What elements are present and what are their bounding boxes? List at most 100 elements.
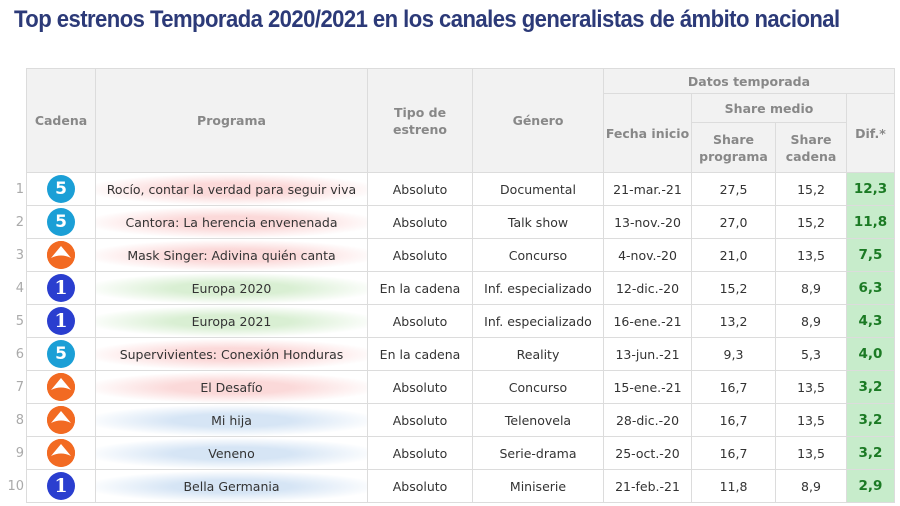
share-cadena-cell: 5,3: [775, 337, 847, 371]
genero-cell: Concurso: [472, 238, 604, 272]
dif-cell: 3,2: [846, 370, 895, 404]
row-number: 5: [0, 304, 27, 338]
fecha-cell: 15-ene.-21: [603, 370, 692, 404]
share-cadena-cell: 13,5: [775, 238, 847, 272]
fecha-cell: 4-nov.-20: [603, 238, 692, 272]
share-cadena-cell: 15,2: [775, 172, 847, 206]
genero-cell: Telenovela: [472, 403, 604, 437]
programa-cell: Cantora: La herencia envenenada: [95, 205, 368, 239]
header-dif: Dif.*: [846, 93, 895, 173]
genero-cell: Talk show: [472, 205, 604, 239]
cadena-cell: 1: [26, 271, 96, 305]
table-row: 1 5 Rocío, contar la verdad para seguir …: [0, 172, 895, 206]
dif-cell: 11,8: [846, 205, 895, 239]
share-cadena-cell: 13,5: [775, 436, 847, 470]
header-programa: Programa: [95, 68, 368, 173]
la1-logo-icon: 1: [47, 274, 75, 302]
share-cadena-cell: 8,9: [775, 271, 847, 305]
tipo-cell: Absoluto: [367, 436, 473, 470]
fecha-cell: 21-feb.-21: [603, 469, 692, 503]
programa-cell: El Desafío: [95, 370, 368, 404]
tipo-cell: En la cadena: [367, 271, 473, 305]
programa-cell: Rocío, contar la verdad para seguir viva: [95, 172, 368, 206]
genero-cell: Concurso: [472, 370, 604, 404]
genero-cell: Documental: [472, 172, 604, 206]
programa-cell: Mask Singer: Adivina quién canta: [95, 238, 368, 272]
table-row: 3 Mask Singer: Adivina quién canta Absol…: [0, 238, 895, 272]
antena3-logo-icon: [47, 373, 75, 401]
cadena-cell: 5: [26, 337, 96, 371]
table-row: 10 1 Bella Germania Absoluto Miniserie 2…: [0, 469, 895, 503]
fecha-cell: 13-nov.-20: [603, 205, 692, 239]
header-fecha: Fecha inicio: [603, 93, 692, 173]
header-share-cadena: Share cadena: [775, 122, 847, 173]
share-programa-cell: 13,2: [691, 304, 776, 338]
fecha-cell: 13-jun.-21: [603, 337, 692, 371]
cadena-cell: 5: [26, 172, 96, 206]
genero-cell: Miniserie: [472, 469, 604, 503]
table-row: 4 1 Europa 2020 En la cadena Inf. especi…: [0, 271, 895, 305]
row-number: 2: [0, 205, 27, 239]
dif-cell: 3,2: [846, 436, 895, 470]
row-number: 3: [0, 238, 27, 272]
share-cadena-cell: 8,9: [775, 304, 847, 338]
share-programa-cell: 16,7: [691, 436, 776, 470]
fecha-cell: 25-oct.-20: [603, 436, 692, 470]
la1-logo-icon: 1: [47, 307, 75, 335]
genero-cell: Inf. especializado: [472, 304, 604, 338]
share-programa-cell: 27,0: [691, 205, 776, 239]
cadena-cell: 1: [26, 469, 96, 503]
tipo-cell: En la cadena: [367, 337, 473, 371]
share-cadena-cell: 13,5: [775, 370, 847, 404]
fecha-cell: 28-dic.-20: [603, 403, 692, 437]
header-datos-temporada: Datos temporada: [603, 68, 895, 94]
la1-logo-icon: 1: [47, 472, 75, 500]
table-row: 2 5 Cantora: La herencia envenenada Abso…: [0, 205, 895, 239]
share-cadena-cell: 13,5: [775, 403, 847, 437]
fecha-cell: 16-ene.-21: [603, 304, 692, 338]
row-number: 8: [0, 403, 27, 437]
cadena-cell: [26, 436, 96, 470]
dif-cell: 3,2: [846, 403, 895, 437]
dif-cell: 4,0: [846, 337, 895, 371]
genero-cell: Serie-drama: [472, 436, 604, 470]
header-cadena: Cadena: [26, 68, 96, 173]
tipo-cell: Absoluto: [367, 370, 473, 404]
tipo-cell: Absoluto: [367, 304, 473, 338]
row-number: 6: [0, 337, 27, 371]
table-row: 7 El Desafío Absoluto Concurso 15-ene.-2…: [0, 370, 895, 404]
row-number: 7: [0, 370, 27, 404]
dif-cell: 12,3: [846, 172, 895, 206]
dif-cell: 6,3: [846, 271, 895, 305]
share-cadena-cell: 8,9: [775, 469, 847, 503]
row-number: 10: [0, 469, 27, 503]
antena3-logo-icon: [47, 241, 75, 269]
cadena-cell: [26, 370, 96, 404]
tipo-cell: Absoluto: [367, 469, 473, 503]
table-row: 5 1 Europa 2021 Absoluto Inf. especializ…: [0, 304, 895, 338]
programa-cell: Mi hija: [95, 403, 368, 437]
programa-cell: Europa 2020: [95, 271, 368, 305]
tipo-cell: Absoluto: [367, 403, 473, 437]
programa-cell: Europa 2021: [95, 304, 368, 338]
header-share-medio: Share medio: [691, 93, 847, 123]
genero-cell: Inf. especializado: [472, 271, 604, 305]
antena3-logo-icon: [47, 439, 75, 467]
programa-cell: Bella Germania: [95, 469, 368, 503]
header-tipo: Tipo de estreno: [367, 68, 473, 173]
table-row: 9 Veneno Absoluto Serie-drama 25-oct.-20…: [0, 436, 895, 470]
page-title: Top estrenos Temporada 2020/2021 en los …: [14, 6, 840, 33]
header-share-programa: Share programa: [691, 122, 776, 173]
share-programa-cell: 11,8: [691, 469, 776, 503]
programa-cell: Supervivientes: Conexión Honduras: [95, 337, 368, 371]
share-programa-cell: 15,2: [691, 271, 776, 305]
fecha-cell: 21-mar.-21: [603, 172, 692, 206]
row-number: 1: [0, 172, 27, 206]
share-programa-cell: 21,0: [691, 238, 776, 272]
table-row: 6 5 Supervivientes: Conexión Honduras En…: [0, 337, 895, 371]
antena3-logo-icon: [47, 406, 75, 434]
share-programa-cell: 27,5: [691, 172, 776, 206]
header-genero: Género: [472, 68, 604, 173]
cadena-cell: [26, 403, 96, 437]
telecinco-logo-icon: 5: [47, 208, 75, 236]
